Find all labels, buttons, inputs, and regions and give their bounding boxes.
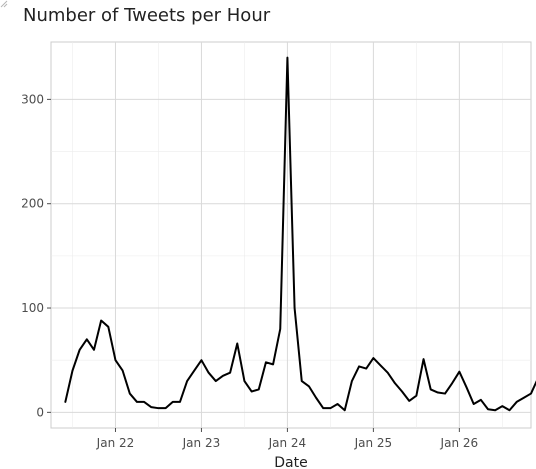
y-tick-label: 100: [21, 301, 44, 315]
resize-grip-icon[interactable]: [0, 0, 8, 8]
x-tick-label: Jan 22: [96, 436, 135, 450]
plot-panel: [50, 41, 532, 429]
x-tick-label: Jan 23: [182, 436, 221, 450]
y-tick-label: 200: [21, 197, 44, 211]
chart-title: Number of Tweets per Hour: [23, 5, 271, 26]
x-tick-label: Jan 25: [354, 436, 393, 450]
y-tick-label: 0: [36, 405, 44, 419]
x-tick-label: Jan 24: [268, 436, 307, 450]
y-tick-label: 300: [21, 92, 44, 106]
x-tick-label: Jan 26: [440, 436, 479, 450]
x-axis-title: Date: [274, 455, 307, 469]
series-line: [64, 56, 536, 412]
